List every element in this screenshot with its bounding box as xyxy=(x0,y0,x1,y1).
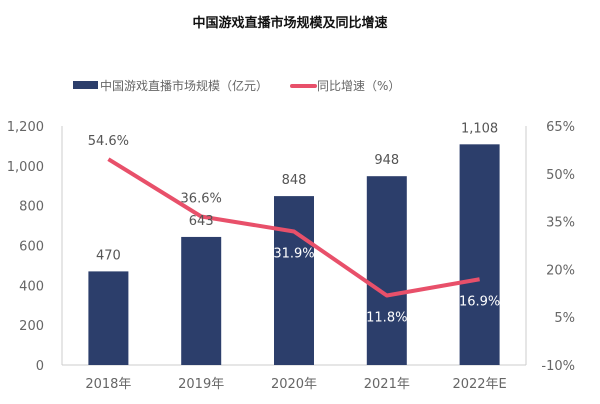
y-right-tick-label: 5% xyxy=(554,311,575,326)
bar-value-label: 848 xyxy=(282,173,307,188)
y-right-tick-label: 35% xyxy=(546,216,575,231)
line-value-label: 36.6% xyxy=(181,192,222,207)
bar xyxy=(366,176,407,365)
growth-line xyxy=(107,157,480,298)
y-right-tick-label: 20% xyxy=(546,263,575,278)
y-left-tick-label: 400 xyxy=(19,279,44,294)
x-tick-label: 2019年 xyxy=(178,377,224,392)
line-value-label: 16.9% xyxy=(459,294,500,309)
bar xyxy=(459,144,500,365)
x-tick-label: 2020年 xyxy=(271,377,317,392)
legend: 中国游戏直播市场规模（亿元） 同比增速（%） xyxy=(73,78,400,93)
x-tick-label: 2022年E xyxy=(452,377,506,392)
y-left-tick-label: 600 xyxy=(19,240,44,255)
line-value-label: 11.8% xyxy=(366,311,407,326)
y-left-tick-label: 1,200 xyxy=(7,120,44,135)
chart-title: 中国游戏直播市场规模及同比增速 xyxy=(192,15,387,31)
y-right-tick-label: -10% xyxy=(541,359,575,374)
x-tick-label: 2018年 xyxy=(85,377,131,392)
bar xyxy=(181,236,222,365)
y-left-tick-label: 200 xyxy=(19,319,44,334)
bar xyxy=(274,196,314,365)
y-left-tick-label: 1,000 xyxy=(7,160,44,175)
bar-value-label: 1,108 xyxy=(461,121,498,136)
bar xyxy=(88,271,129,365)
bar-value-label: 643 xyxy=(189,214,214,229)
y-right-tick-label: 65% xyxy=(546,120,575,135)
bar-value-label: 948 xyxy=(374,153,399,168)
y-right-tick-label: 50% xyxy=(546,168,575,183)
y-left-tick-label: 800 xyxy=(19,200,44,215)
x-tick-label: 2021年 xyxy=(364,377,410,392)
line-value-label: 54.6% xyxy=(88,134,129,149)
legend-line-label: 同比增速（%） xyxy=(317,79,400,93)
line-value-label: 31.9% xyxy=(273,246,314,261)
legend-bar-label: 中国游戏直播市场规模（亿元） xyxy=(100,78,268,93)
legend-bar-swatch xyxy=(73,81,98,89)
y-left-tick-label: 0 xyxy=(36,359,44,374)
bar-value-label: 470 xyxy=(96,248,121,263)
